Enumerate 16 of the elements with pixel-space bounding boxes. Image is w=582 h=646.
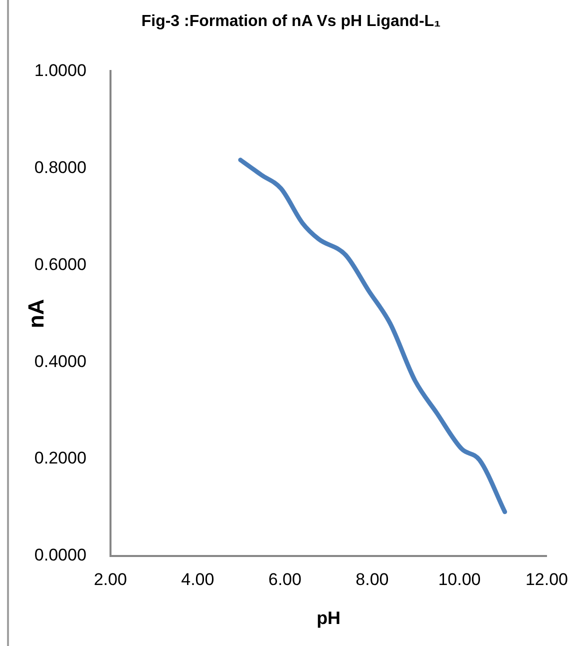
- x-tick-label: 6.00: [268, 570, 302, 589]
- x-tick-label: 2.00: [94, 570, 127, 589]
- x-tick-label: 10.00: [438, 570, 481, 589]
- y-tick-label: 0.4000: [34, 352, 86, 371]
- y-tick-label: 0.0000: [34, 546, 86, 565]
- y-tick-label: 1.0000: [34, 60, 86, 80]
- y-tick-label: 0.8000: [34, 158, 86, 177]
- y-axis-title: nA: [23, 298, 48, 328]
- chart-title: Fig-3 :Formation of nA Vs pH Ligand-L₁: [141, 13, 442, 30]
- y-tick-label: 0.2000: [34, 448, 86, 468]
- x-tick-label: 12.00: [525, 570, 568, 589]
- x-tick-label: 4.00: [181, 570, 214, 589]
- x-axis-title: pH: [316, 608, 341, 628]
- y-tick-label: 0.6000: [34, 254, 86, 274]
- x-tick-label: 8.00: [356, 570, 389, 589]
- line-series: [238, 158, 508, 514]
